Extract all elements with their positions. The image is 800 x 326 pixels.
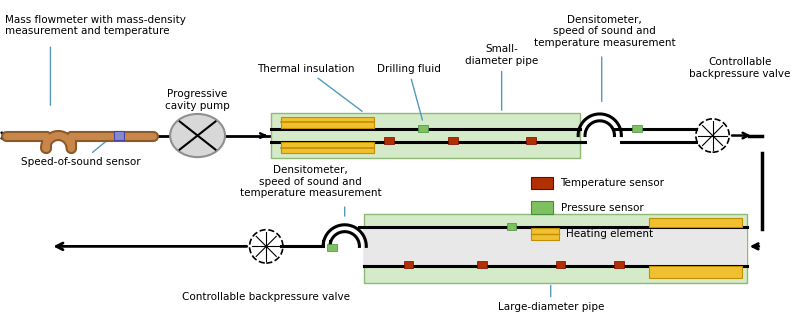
Bar — [531, 201, 553, 214]
Text: Controllable backpressure valve: Controllable backpressure valve — [182, 292, 350, 303]
Bar — [114, 131, 124, 141]
Text: Heating element: Heating element — [566, 229, 654, 239]
Bar — [364, 214, 747, 283]
Bar — [364, 227, 747, 266]
Bar — [531, 228, 558, 241]
Bar — [384, 138, 394, 144]
Ellipse shape — [170, 114, 225, 157]
Bar — [418, 125, 428, 132]
Bar — [271, 113, 580, 158]
Text: Large-diameter pipe: Large-diameter pipe — [498, 286, 604, 312]
Text: Pressure sensor: Pressure sensor — [561, 203, 643, 213]
Bar — [477, 261, 487, 268]
Text: Speed-of-sound sensor: Speed-of-sound sensor — [21, 132, 141, 167]
Bar — [531, 177, 553, 189]
Text: Controllable
backpressure valve: Controllable backpressure valve — [690, 57, 790, 79]
Bar — [632, 125, 642, 132]
Text: Drilling fluid: Drilling fluid — [377, 64, 441, 120]
Text: Progressive
cavity pump: Progressive cavity pump — [165, 89, 230, 111]
Bar — [614, 261, 624, 268]
Bar — [281, 117, 374, 128]
Text: Temperature sensor: Temperature sensor — [561, 178, 665, 188]
Bar — [649, 218, 742, 227]
Bar — [526, 138, 536, 144]
Bar — [448, 138, 458, 144]
Text: Densitometer,
speed of sound and
temperature measurement: Densitometer, speed of sound and tempera… — [534, 15, 675, 48]
Bar — [327, 244, 337, 251]
Text: Thermal insulation: Thermal insulation — [257, 64, 362, 111]
Text: Densitometer,
speed of sound and
temperature measurement: Densitometer, speed of sound and tempera… — [239, 165, 381, 198]
Bar — [649, 266, 742, 278]
Bar — [281, 142, 374, 153]
Bar — [506, 223, 516, 230]
Bar — [556, 261, 566, 268]
Text: Mass flowmeter with mass-density
measurement and temperature: Mass flowmeter with mass-density measure… — [6, 15, 186, 37]
Bar — [403, 261, 414, 268]
Text: Small-
diameter pipe: Small- diameter pipe — [465, 44, 538, 110]
